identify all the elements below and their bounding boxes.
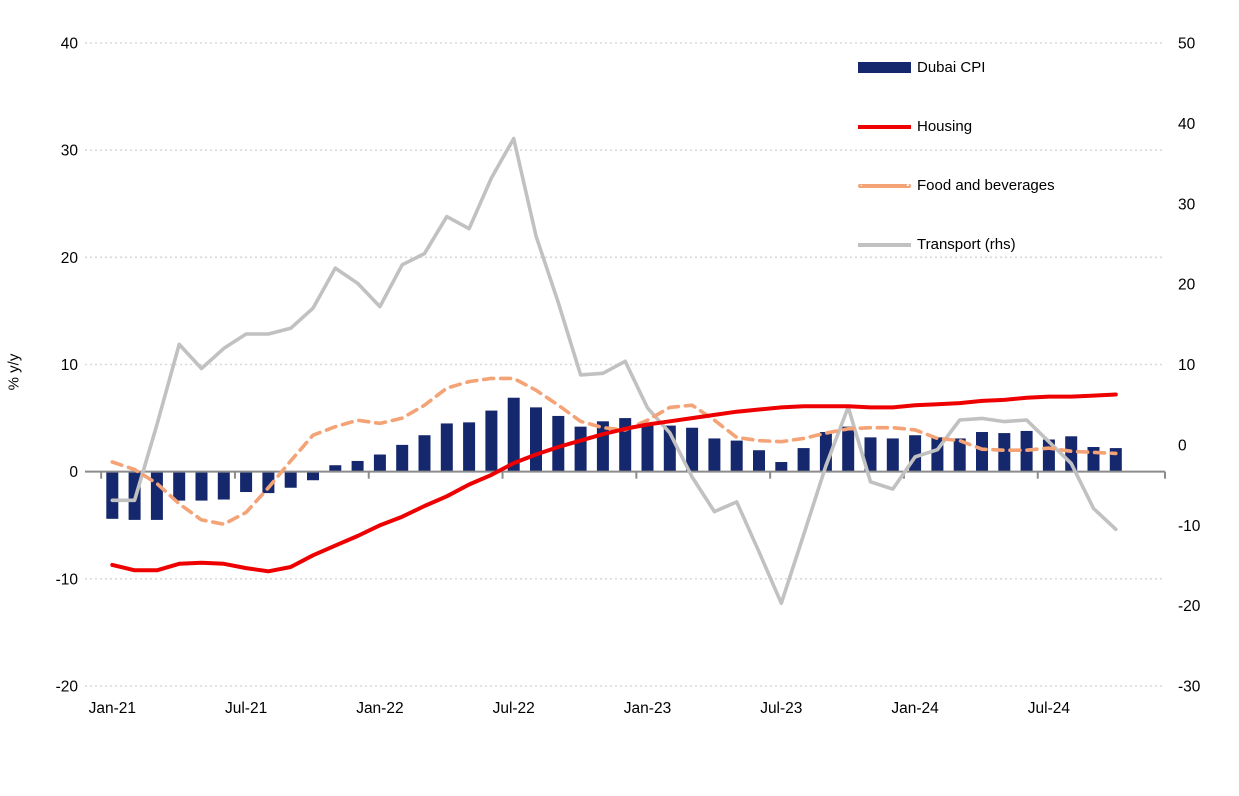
- legend-label-dubai-cpi: Dubai CPI: [917, 59, 986, 76]
- left-axis-tick-label: -10: [56, 571, 79, 588]
- left-axis-tick-label: -20: [56, 679, 79, 696]
- left-axis-tick-label: 10: [61, 357, 79, 374]
- legend-label-food-and-beverages: Food and beverages: [917, 177, 1055, 194]
- legend-item-dubai-cpi: Dubai CPI: [858, 38, 1055, 97]
- x-axis-tick-label: Jan-22: [356, 700, 403, 717]
- legend-item-transport: Transport (rhs): [858, 215, 1055, 274]
- x-axis-tick-label: Jan-23: [624, 700, 671, 717]
- left-axis-tick-label: 20: [61, 250, 79, 267]
- x-axis-tick-label: Jul-23: [760, 700, 802, 717]
- left-axis-tick-label: 30: [61, 143, 79, 160]
- legend-swatch-food-and-beverages-icon: [858, 183, 911, 188]
- legend-swatch-dubai-cpi-icon: [858, 62, 911, 73]
- right-axis-tick-label: 50: [1178, 36, 1196, 53]
- right-axis-tick-label: 30: [1178, 196, 1196, 213]
- x-axis-tick-label: Jul-22: [493, 700, 535, 717]
- x-axis-tick-label: Jul-24: [1028, 700, 1071, 717]
- right-axis-tick-label: 10: [1178, 357, 1196, 374]
- legend-label-housing: Housing: [917, 118, 973, 135]
- x-axis-tick-label: Jan-21: [89, 700, 136, 717]
- right-axis-tick-label: -20: [1178, 598, 1201, 615]
- right-axis-tick-label: 40: [1178, 116, 1196, 133]
- right-axis-tick-label: -10: [1178, 518, 1201, 535]
- x-axis-tick-label: Jul-21: [225, 700, 267, 717]
- right-axis-tick-label: -30: [1178, 679, 1201, 696]
- chart-legend: Dubai CPI Housing Food and beverages Tra…: [858, 38, 1055, 274]
- left-axis-tick-label: 40: [61, 36, 79, 53]
- right-axis-tick-label: 0: [1178, 437, 1187, 454]
- legend-item-food-and-beverages: Food and beverages: [858, 156, 1055, 215]
- legend-swatch-transport-icon: [858, 242, 911, 247]
- right-axis-tick-label: 20: [1178, 277, 1196, 294]
- legend-label-transport: Transport (rhs): [917, 236, 1016, 253]
- legend-swatch-housing-icon: [858, 124, 911, 129]
- x-axis-tick-label: Jan-24: [891, 700, 939, 717]
- left-axis-tick-label: 0: [69, 464, 78, 481]
- legend-item-housing: Housing: [858, 97, 1055, 156]
